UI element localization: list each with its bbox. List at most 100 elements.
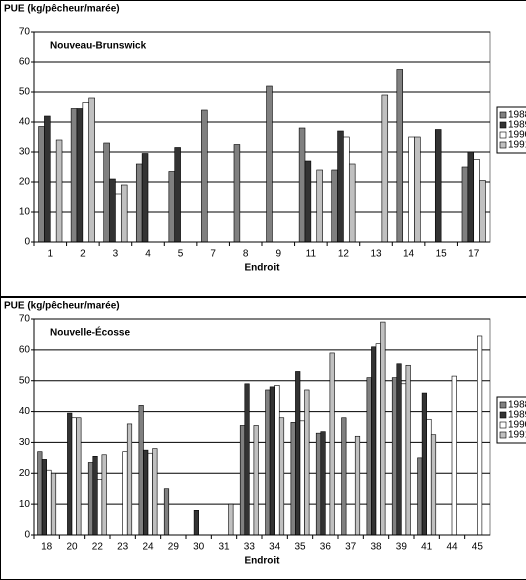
bar (193, 510, 199, 536)
bar (405, 364, 411, 536)
plot-area (33, 31, 491, 243)
bar (337, 130, 344, 243)
y-tick-label: 50 (19, 87, 31, 98)
bar (55, 139, 63, 243)
x-axis-label: Endroit (245, 556, 281, 567)
bar (329, 352, 335, 536)
x-tick-label: 35 (294, 542, 306, 553)
x-tick-label: 3 (113, 249, 119, 260)
y-tick-label: 10 (19, 207, 31, 218)
x-tick-label: 33 (244, 542, 256, 553)
legend-swatch (499, 111, 507, 119)
legend-label: 1989 (508, 120, 526, 131)
bar (122, 451, 128, 536)
legend-swatch (499, 401, 507, 409)
bar (41, 459, 47, 536)
y-axis-label: PUE (kg/pêcheur/marée) (4, 301, 120, 312)
bar (467, 151, 475, 243)
x-tick-label: 41 (421, 542, 433, 553)
bar (70, 108, 78, 243)
bar (371, 346, 377, 536)
bar (348, 163, 356, 243)
x-tick-label: 39 (396, 542, 408, 553)
bar (434, 129, 442, 243)
bar (366, 377, 372, 536)
legend-swatch (499, 121, 507, 129)
bar (380, 321, 386, 536)
x-axis-label: Endroit (245, 263, 281, 274)
x-tick-label: 36 (320, 542, 332, 553)
bar (299, 420, 305, 536)
bar (92, 456, 98, 536)
legend-swatch (499, 431, 507, 439)
bar (38, 126, 45, 243)
chart-title: Nouveau-Brunswick (50, 41, 147, 52)
bar (152, 448, 158, 536)
legend-swatch (499, 141, 507, 149)
y-tick-label: 40 (19, 117, 31, 128)
x-tick-label: 17 (468, 249, 480, 260)
bar (97, 479, 103, 536)
bar (477, 335, 483, 536)
bar (76, 417, 82, 536)
y-tick-label: 10 (19, 499, 31, 510)
bar (67, 412, 73, 536)
bar (233, 144, 241, 243)
x-tick-label: 38 (370, 542, 382, 553)
chart-title: Nouvelle-Écosse (50, 326, 130, 339)
x-tick-label: 22 (92, 542, 104, 553)
legend-label: 1990 (508, 420, 526, 431)
y-tick-label: 30 (19, 437, 31, 448)
x-tick-label: 34 (269, 542, 281, 553)
bar (391, 377, 398, 536)
bar (396, 363, 402, 536)
y-tick-label: 60 (19, 344, 31, 355)
bar (430, 434, 437, 536)
bar (168, 171, 176, 243)
bar (304, 160, 312, 243)
bar (331, 169, 338, 243)
legend-swatch (499, 421, 507, 429)
bar (50, 472, 57, 536)
bar (461, 166, 469, 243)
bar (341, 417, 347, 536)
y-tick-label: 40 (19, 406, 31, 417)
y-tick-label: 30 (19, 147, 31, 158)
chart-frame (0, 0, 526, 297)
bar (71, 417, 77, 536)
bar (37, 451, 43, 536)
x-tick-label: 45 (472, 542, 484, 553)
bar (46, 469, 52, 536)
bar (290, 422, 296, 536)
bar (135, 163, 143, 243)
bar (304, 389, 310, 536)
bar (414, 136, 421, 243)
legend-label: 1988 (508, 400, 526, 411)
bar (278, 417, 285, 536)
bar (265, 389, 271, 536)
bar (201, 109, 208, 243)
bar (408, 136, 415, 243)
bar (138, 405, 144, 536)
bar (103, 142, 110, 243)
bar (315, 432, 322, 536)
x-tick-label: 4 (145, 249, 151, 260)
bar (115, 193, 122, 243)
bar (320, 431, 326, 536)
legend-label: 1988 (508, 110, 526, 121)
x-tick-label: 23 (117, 542, 129, 553)
x-tick-label: 8 (243, 249, 249, 260)
bar (88, 97, 95, 243)
x-tick-label: 14 (403, 249, 415, 260)
legend-label: 1990 (508, 130, 526, 141)
legend-label: 1989 (508, 410, 526, 421)
x-tick-label: 30 (193, 542, 205, 553)
bar (174, 147, 181, 243)
x-tick-label: 9 (276, 249, 282, 260)
y-tick-label: 0 (24, 237, 30, 248)
bar (295, 371, 301, 536)
bar (120, 184, 128, 243)
y-tick-label: 60 (19, 57, 31, 68)
